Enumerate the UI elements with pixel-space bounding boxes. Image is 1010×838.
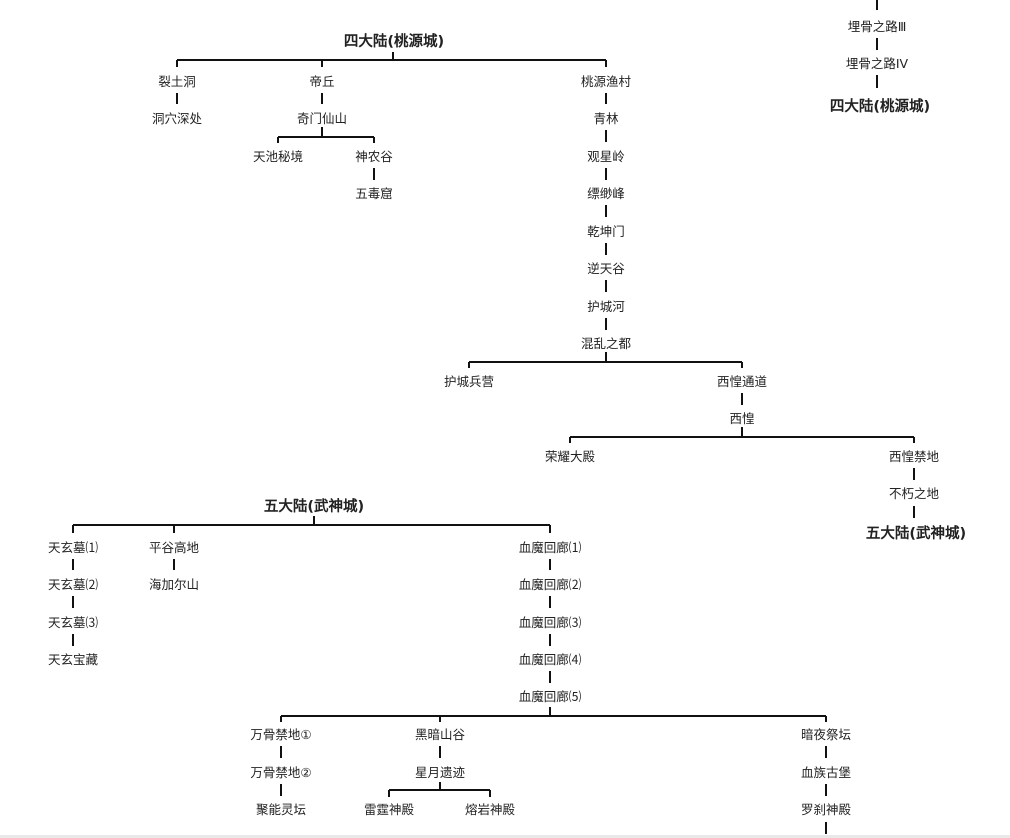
node-hunluan: 混乱之都 xyxy=(581,336,632,351)
node-xm3: 血魔回廊⑶ xyxy=(519,615,582,630)
node-taoyuan: 桃源渔村 xyxy=(581,74,632,89)
node-txm3: 天玄墓⑶ xyxy=(48,615,99,630)
node-xihuang-td: 西惶通道 xyxy=(717,374,768,389)
node-juneng: 聚能灵坛 xyxy=(256,802,306,817)
node-shennong: 神农谷 xyxy=(355,149,393,164)
node-buxiu: 不朽之地 xyxy=(889,486,940,501)
node-wangu1: 万骨禁地① xyxy=(250,727,311,742)
node-xingyue: 星月遗迹 xyxy=(415,765,466,780)
node-hucheng-bing: 护城兵营 xyxy=(444,374,494,389)
node-xm1: 血魔回廊⑴ xyxy=(519,540,582,555)
node-xuezu: 血族古堡 xyxy=(801,765,852,780)
node-guanxing: 观星岭 xyxy=(587,149,625,164)
node-liet: 裂土洞 xyxy=(158,74,196,89)
bottom-divider xyxy=(0,835,1010,838)
node-txm1: 天玄墓⑴ xyxy=(48,540,99,555)
diagram-nodes: 埋骨之路Ⅲ 埋骨之路IV 四大陆(桃源城) 四大陆(桃源城) 裂土洞 洞穴深处 … xyxy=(48,19,966,817)
title-continent5-right: 五大陆(武神城) xyxy=(866,524,966,542)
node-txbz: 天玄宝藏 xyxy=(48,652,99,667)
node-tr-road4: 埋骨之路IV xyxy=(846,56,909,71)
title-continent4: 四大陆(桃源城) xyxy=(344,32,444,50)
title-continent5: 五大陆(武神城) xyxy=(264,497,364,515)
node-tianchi: 天池秘境 xyxy=(253,149,303,164)
node-qiankun: 乾坤门 xyxy=(587,224,625,239)
node-dongxue: 洞穴深处 xyxy=(152,111,203,126)
node-haijia: 海加尔山 xyxy=(149,577,199,592)
node-piaomiao: 缥缈峰 xyxy=(587,186,625,201)
node-nitian: 逆天谷 xyxy=(587,261,625,276)
node-xm4: 血魔回廊⑷ xyxy=(519,652,582,667)
node-qimen: 奇门仙山 xyxy=(297,111,347,126)
node-xihuang-jd: 西惶禁地 xyxy=(889,449,940,464)
diagram-edges xyxy=(72,0,915,834)
node-qinglin: 青林 xyxy=(593,111,619,126)
node-diqiu: 帝丘 xyxy=(309,74,334,89)
node-pinggu: 平谷高地 xyxy=(149,540,200,555)
title-tr-continent4: 四大陆(桃源城) xyxy=(830,97,930,115)
node-wangu2: 万骨禁地② xyxy=(250,765,311,780)
node-heian: 黑暗山谷 xyxy=(415,727,466,742)
node-leiting: 雷霆神殿 xyxy=(364,802,415,817)
node-xm2: 血魔回廊⑵ xyxy=(519,577,582,592)
node-xihuang: 西惶 xyxy=(729,411,754,426)
node-huchenghe: 护城河 xyxy=(587,299,625,314)
node-luosha: 罗刹神殿 xyxy=(801,802,852,817)
node-rongyan: 熔岩神殿 xyxy=(465,802,516,817)
node-xm5: 血魔回廊⑸ xyxy=(519,689,582,704)
node-anye: 暗夜祭坛 xyxy=(801,727,851,742)
node-tr-road3: 埋骨之路Ⅲ xyxy=(848,19,907,34)
node-txm2: 天玄墓⑵ xyxy=(48,577,99,592)
node-wudu: 五毒窟 xyxy=(355,186,393,201)
node-rongyao: 荣耀大殿 xyxy=(545,449,596,464)
